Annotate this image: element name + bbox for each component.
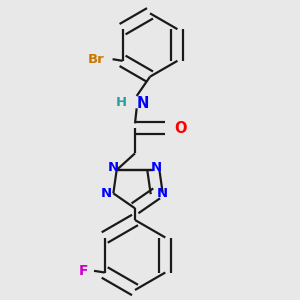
- Text: N: N: [150, 161, 162, 174]
- Text: Br: Br: [88, 53, 104, 66]
- Text: N: N: [157, 187, 168, 200]
- Text: N: N: [137, 96, 149, 111]
- Text: F: F: [79, 264, 88, 278]
- Text: N: N: [108, 161, 119, 174]
- Text: O: O: [174, 121, 187, 136]
- Text: H: H: [116, 96, 127, 109]
- Text: N: N: [101, 187, 112, 200]
